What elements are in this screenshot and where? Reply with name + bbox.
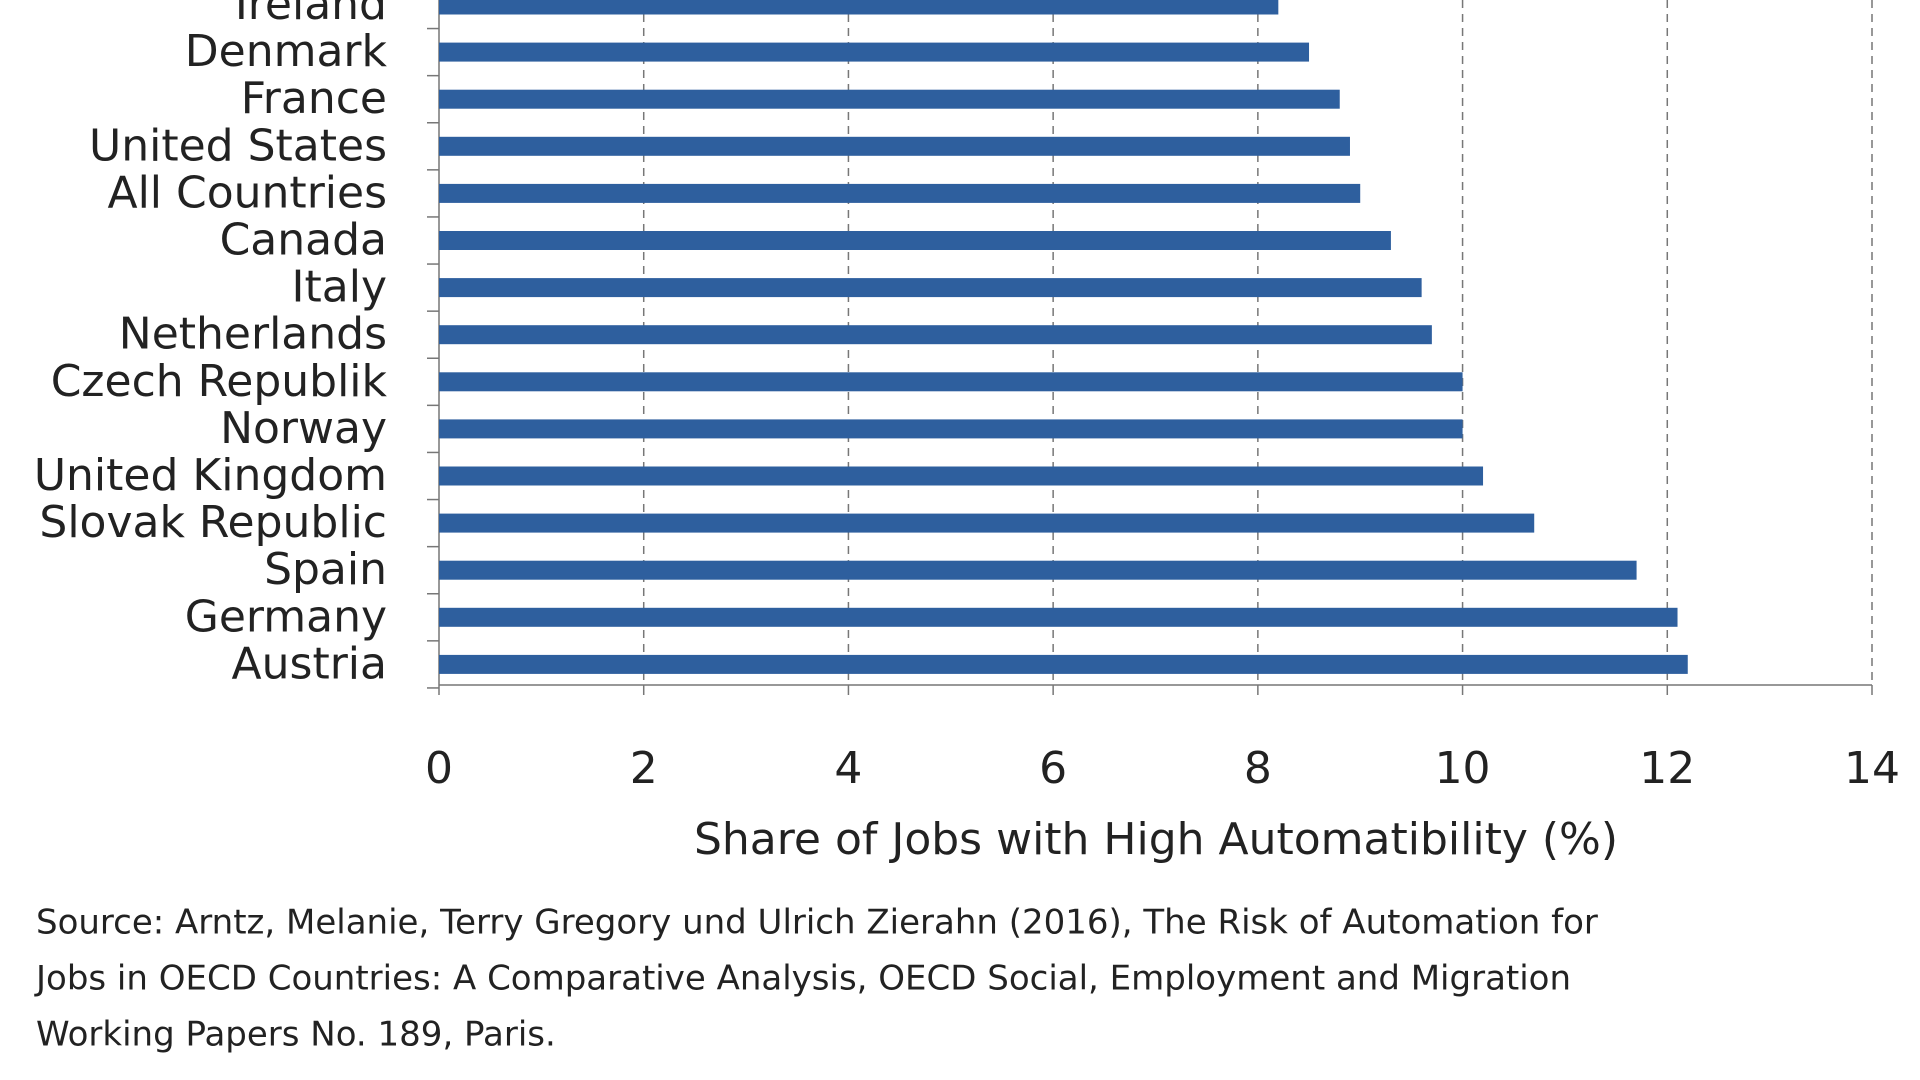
bar: [439, 372, 1463, 392]
source-line: Working Papers No. 189, Paris.: [36, 1015, 556, 1055]
source-line: Jobs in OECD Countries: A Comparative An…: [34, 959, 1571, 999]
y-tick-label: France: [241, 73, 387, 124]
bar: [439, 325, 1432, 345]
y-tick-label: Czech Republik: [51, 356, 388, 407]
x-tick-label: 2: [630, 743, 658, 794]
y-tick-label: Germany: [185, 591, 387, 642]
bar: [439, 513, 1535, 533]
y-tick-label: Denmark: [185, 26, 388, 77]
y-tick-label: United States: [89, 120, 387, 171]
source-line: Source: Arntz, Melanie, Terry Gregory un…: [36, 903, 1598, 943]
x-axis-title: Share of Jobs with High Automatibility (…: [694, 814, 1618, 865]
x-tick-label: 0: [425, 743, 453, 794]
bar: [439, 560, 1637, 580]
y-tick-label: Spain: [264, 544, 387, 595]
bar: [439, 607, 1678, 627]
bar: [439, 0, 1279, 15]
x-tick-label: 10: [1435, 743, 1491, 794]
bar: [439, 231, 1391, 250]
bar: [439, 278, 1422, 298]
y-tick-label: Ireland: [235, 0, 387, 30]
x-tick-label: 14: [1844, 743, 1900, 794]
y-tick-label: Austria: [232, 638, 387, 689]
bar: [439, 419, 1463, 439]
y-tick-label: All Countries: [107, 167, 387, 218]
bar: [439, 42, 1310, 62]
y-tick-label: Canada: [220, 215, 387, 266]
bar: [439, 183, 1361, 203]
y-tick-label: Slovak Republic: [39, 497, 387, 548]
y-tick-label: United Kingdom: [34, 450, 387, 501]
x-tick-label: 8: [1244, 743, 1272, 794]
x-tick-label: 4: [834, 743, 862, 794]
x-tick-label: 6: [1039, 743, 1067, 794]
bar: [439, 466, 1484, 486]
y-tick-label: Italy: [292, 262, 387, 313]
bar: [439, 89, 1340, 109]
x-tick-label: 12: [1639, 743, 1695, 794]
y-tick-label: Norway: [220, 403, 387, 454]
bar: [439, 654, 1688, 674]
y-tick-label: Netherlands: [119, 309, 387, 360]
bar: [439, 136, 1350, 156]
